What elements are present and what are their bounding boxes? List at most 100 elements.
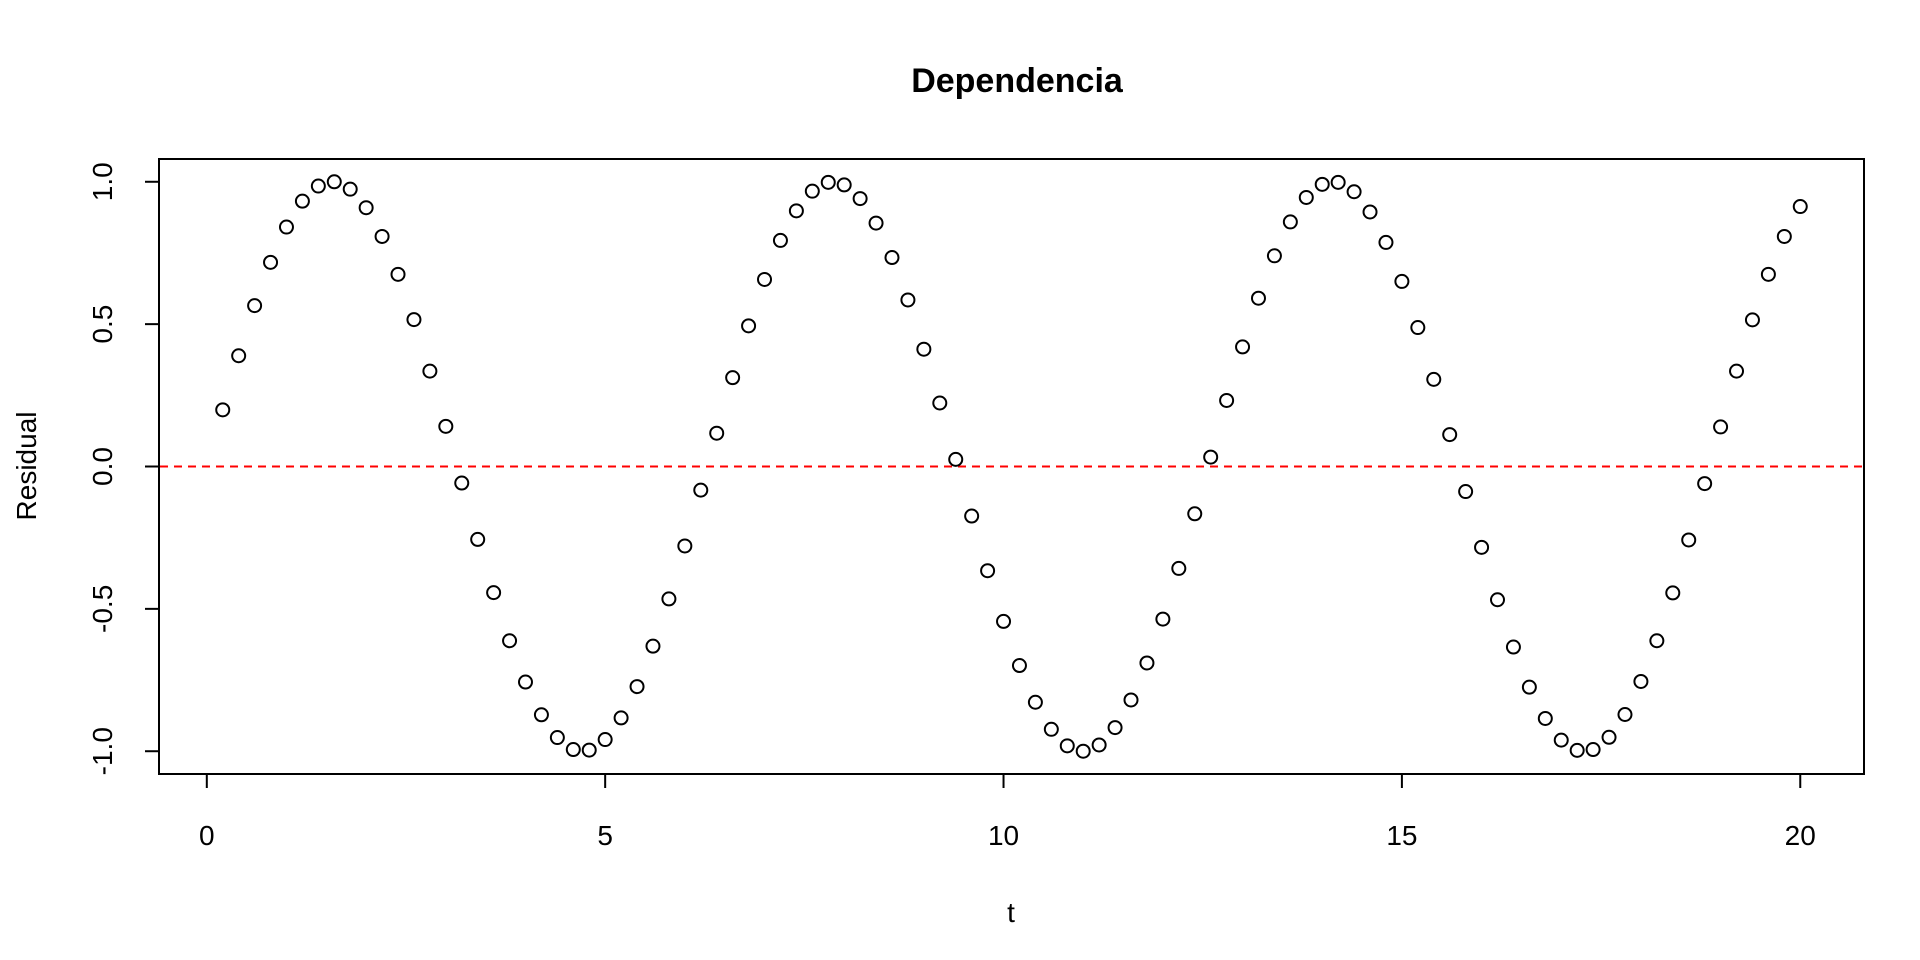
data-point <box>1776 228 1792 244</box>
data-point <box>1155 611 1171 627</box>
data-point <box>932 395 948 411</box>
data-point <box>661 591 677 607</box>
data-point <box>1203 449 1219 465</box>
data-point <box>964 508 980 524</box>
x-axis-label: t <box>1007 897 1015 928</box>
data-point <box>454 475 470 491</box>
data-point <box>1760 266 1776 282</box>
data-point <box>326 174 342 190</box>
data-point <box>517 674 533 690</box>
data-point <box>1219 392 1235 408</box>
data-point <box>1537 710 1553 726</box>
data-point <box>645 638 661 654</box>
data-point <box>1394 273 1410 289</box>
data-point <box>1378 234 1394 250</box>
y-tick-label: 0.0 <box>87 447 118 486</box>
data-point <box>1617 706 1633 722</box>
data-point <box>1553 732 1569 748</box>
data-point <box>1744 312 1760 328</box>
data-point <box>884 250 900 266</box>
data-point <box>1649 633 1665 649</box>
data-point <box>1601 729 1617 745</box>
x-tick-label: 20 <box>1785 820 1816 851</box>
data-point <box>852 191 868 207</box>
data-point <box>502 633 518 649</box>
data-points <box>215 174 1808 759</box>
data-point <box>470 531 486 547</box>
data-point <box>1490 592 1506 608</box>
y-tick-label: -1.0 <box>87 727 118 775</box>
data-point <box>247 298 263 314</box>
data-point <box>294 193 310 209</box>
data-point <box>1330 174 1346 190</box>
data-point <box>278 219 294 235</box>
data-point <box>820 174 836 190</box>
data-point <box>1681 532 1697 548</box>
data-point <box>1314 176 1330 192</box>
data-point <box>438 418 454 434</box>
data-point <box>1505 639 1521 655</box>
data-point <box>390 266 406 282</box>
x-tick-label: 0 <box>199 820 215 851</box>
y-tick-label: -0.5 <box>87 585 118 633</box>
data-point <box>565 742 581 758</box>
y-tick-label: 1.0 <box>87 162 118 201</box>
data-point <box>772 232 788 248</box>
data-point <box>1426 371 1442 387</box>
data-point <box>677 538 693 554</box>
data-point <box>1250 290 1266 306</box>
data-point <box>757 271 773 287</box>
data-point <box>1665 585 1681 601</box>
data-point <box>1521 679 1537 695</box>
data-point <box>1187 506 1203 522</box>
data-point <box>948 451 964 467</box>
y-axis: -1.0 -0.5 0.0 0.5 1.0 <box>87 162 160 775</box>
data-point <box>1729 363 1745 379</box>
chart-title: Dependencia <box>911 62 1124 100</box>
data-point <box>1059 738 1075 754</box>
x-tick-label: 5 <box>597 820 613 851</box>
data-point <box>231 348 247 364</box>
data-point <box>1697 476 1713 492</box>
x-tick-label: 10 <box>988 820 1019 851</box>
data-point <box>1410 320 1426 336</box>
data-point <box>980 563 996 579</box>
data-point <box>1282 214 1298 230</box>
data-point <box>1091 737 1107 753</box>
data-point <box>597 732 613 748</box>
data-point <box>263 254 279 270</box>
data-point <box>406 312 422 328</box>
data-point <box>1458 484 1474 500</box>
data-point <box>1107 720 1123 736</box>
data-point <box>422 363 438 379</box>
data-point <box>486 585 502 601</box>
data-point <box>741 318 757 334</box>
data-point <box>1569 742 1585 758</box>
data-point <box>996 613 1012 629</box>
data-point <box>358 200 374 216</box>
data-point <box>1123 692 1139 708</box>
data-point <box>1139 655 1155 671</box>
data-point <box>581 742 597 758</box>
data-point <box>1792 199 1808 215</box>
y-tick-label: 0.5 <box>87 305 118 344</box>
data-point <box>1235 339 1251 355</box>
data-point <box>1585 742 1601 758</box>
data-point <box>549 730 565 746</box>
data-point <box>342 181 358 197</box>
data-point <box>1346 184 1362 200</box>
data-point <box>788 203 804 219</box>
data-point <box>613 710 629 726</box>
data-point <box>1011 658 1027 674</box>
x-axis: 0 5 10 15 20 <box>199 773 1816 851</box>
data-point <box>1713 419 1729 435</box>
data-point <box>1474 539 1490 555</box>
data-point <box>693 482 709 498</box>
data-point <box>1298 189 1314 205</box>
data-point <box>310 178 326 194</box>
data-point <box>1027 694 1043 710</box>
data-point <box>1171 560 1187 576</box>
y-axis-label: Residual <box>11 412 42 521</box>
data-point <box>725 370 741 386</box>
